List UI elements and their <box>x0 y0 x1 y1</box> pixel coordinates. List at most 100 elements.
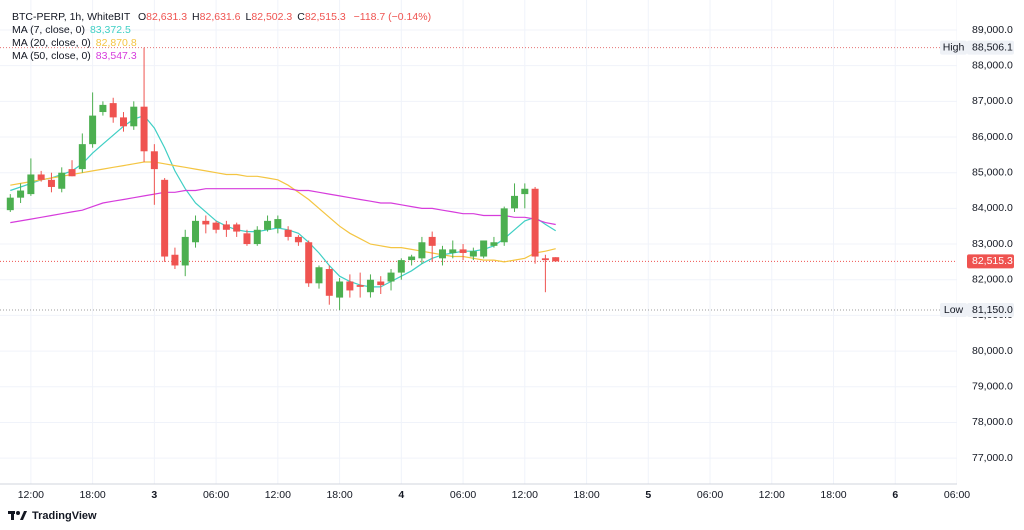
candle-body <box>109 103 117 118</box>
candle-body <box>449 249 457 253</box>
x-tick-label: 18:00 <box>326 489 352 501</box>
legend-name: MA (50, close, 0) <box>12 50 91 62</box>
y-tick-label: 79,000.0 <box>972 381 1013 393</box>
candle-body <box>531 188 539 257</box>
y-tick-label: 87,000.0 <box>972 95 1013 107</box>
ohlc-value: 82,631.6 <box>199 11 241 23</box>
candle-body <box>17 190 25 198</box>
candle-body <box>274 219 282 228</box>
candle-body <box>284 229 292 237</box>
legend-value: 82,870.8 <box>95 37 137 49</box>
grid <box>0 0 958 484</box>
ohlc: O82,631.3 H82,631.6 L82,502.3 C82,515.3 <box>133 11 346 23</box>
candle-body <box>469 251 477 257</box>
x-tick-label: 12:00 <box>18 489 44 501</box>
x-tick-label: 12:00 <box>759 489 785 501</box>
candle-body <box>408 256 416 261</box>
candle-body <box>438 249 446 259</box>
candle-body <box>366 279 374 293</box>
candle-body <box>161 179 169 257</box>
x-tick-label: 12:00 <box>512 489 538 501</box>
brand: TradingView <box>8 510 97 522</box>
candle-body <box>243 233 251 245</box>
price-name-box <box>940 40 967 55</box>
candle-body <box>212 222 220 230</box>
x-tick-label: 06:00 <box>697 489 723 501</box>
candle-body <box>346 281 354 291</box>
price-value-box <box>967 40 1014 55</box>
y-tick-label: 78,000.0 <box>972 416 1013 428</box>
x-tick-label: 18:00 <box>573 489 599 501</box>
legend-name: MA (20, close, 0) <box>12 37 91 49</box>
price-name: Low <box>944 304 964 316</box>
candle-body <box>181 236 189 266</box>
ma-line <box>10 161 556 263</box>
y-tick-label: 84,000.0 <box>972 202 1013 214</box>
x-tick-label: 06:00 <box>203 489 229 501</box>
candle-body <box>222 224 230 230</box>
legend-entry: MA (50, close, 0) 83,547.3 <box>12 50 431 63</box>
price-value: 88,506.1 <box>972 41 1013 53</box>
candle-body <box>150 151 158 170</box>
brand-name: TradingView <box>32 510 97 522</box>
candle-body <box>356 285 364 287</box>
candle-body <box>202 220 210 225</box>
ohlc-label: O <box>138 11 147 23</box>
legend: BTC-PERP, 1h, WhiteBIT O82,631.3 H82,631.… <box>12 11 431 63</box>
symbol-title: BTC-PERP, 1h, WhiteBIT <box>12 11 131 23</box>
candle-body <box>140 106 148 152</box>
ohlc-value: 82,631.3 <box>146 11 188 23</box>
candle-body <box>325 269 333 296</box>
y-tick-label: 86,000.0 <box>972 131 1013 143</box>
last-price-value: 82,515.3 <box>972 255 1013 267</box>
price-name-box <box>940 303 967 318</box>
candle-body <box>171 254 179 266</box>
ohlc-label: C <box>297 11 305 23</box>
change: −118.7 (−0.14%) <box>353 11 432 23</box>
candle-body <box>89 115 97 145</box>
candle-body <box>119 117 127 127</box>
legend-value: 83,547.3 <box>95 50 137 62</box>
candle-body <box>264 220 272 230</box>
candle-body <box>78 144 86 170</box>
candle-body <box>315 267 323 284</box>
x-tick-label: 06:00 <box>944 489 970 501</box>
price-value: 81,150.0 <box>972 304 1013 316</box>
candle-body <box>294 236 302 243</box>
ma-line <box>10 188 556 226</box>
candle-body <box>377 281 385 286</box>
x-axis-panel <box>0 484 957 530</box>
candle-body <box>37 174 45 180</box>
candle-body <box>521 188 529 195</box>
candle-body <box>397 260 405 273</box>
candle-body <box>47 179 55 187</box>
candle-body <box>418 242 426 259</box>
x-tick-label: 06:00 <box>450 489 476 501</box>
y-tick-label: 77,000.0 <box>972 452 1013 464</box>
candle-body <box>233 224 241 232</box>
legend-value: 83,372.5 <box>89 24 131 36</box>
legend-name: MA (7, close, 0) <box>12 24 85 36</box>
candle-body <box>253 229 261 245</box>
y-tick-label: 80,000.0 <box>972 345 1013 357</box>
ma-legend: MA (7, close, 0) 83,372.5 MA (20, close, 0… <box>12 24 431 63</box>
candle-body <box>192 220 200 243</box>
y-tick-label: 88,000.0 <box>972 59 1013 71</box>
candle-body <box>130 106 138 127</box>
x-tick-label: 6 <box>892 489 898 501</box>
candle-body <box>58 172 66 189</box>
candle-body <box>27 174 35 195</box>
price-name: High <box>943 41 965 53</box>
candle-body <box>459 249 467 253</box>
candle-body <box>500 208 508 243</box>
x-tick-label: 4 <box>398 489 404 501</box>
candle-body <box>511 195 519 209</box>
legend-entry: MA (20, close, 0) 82,870.8 <box>12 37 431 50</box>
brand-logo <box>8 511 27 520</box>
candle-body <box>336 281 344 298</box>
candle-body <box>490 242 498 246</box>
candle-body <box>480 240 488 257</box>
ohlc-label: L <box>245 11 252 23</box>
